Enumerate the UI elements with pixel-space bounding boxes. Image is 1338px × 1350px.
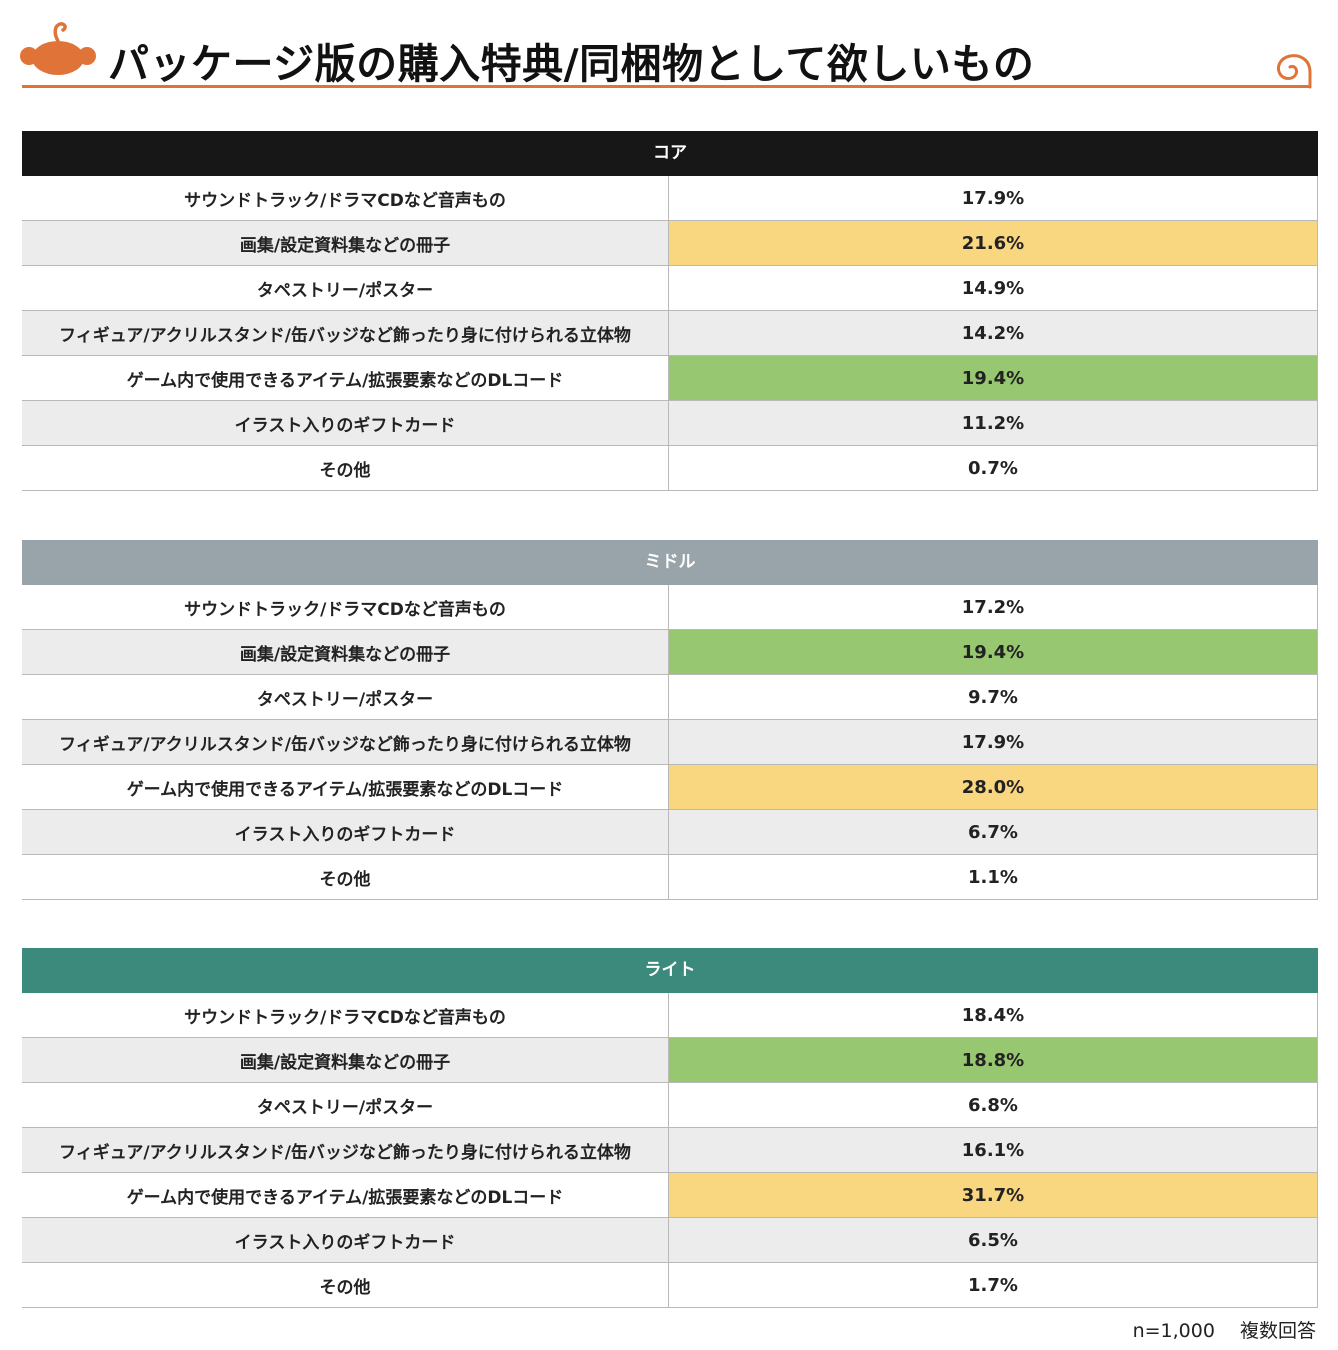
page-header: パッケージ版の購入特典/同梱物として欲しいもの bbox=[0, 0, 1338, 100]
percentage-value: 17.2% bbox=[669, 585, 1318, 629]
segment-header: ライト bbox=[22, 948, 1318, 993]
title-underline bbox=[22, 85, 1310, 88]
table-row: ゲーム内で使用できるアイテム/拡張要素などのDLコード 28.0% bbox=[22, 765, 1318, 810]
percentage-value: 6.5% bbox=[669, 1218, 1318, 1262]
table-row: フィギュア/アクリルスタンド/缶バッジなど飾ったり身に付けられる立体物 16.1% bbox=[22, 1128, 1318, 1173]
item-label: その他 bbox=[22, 1263, 669, 1307]
percentage-value: 19.4% bbox=[669, 630, 1318, 674]
percentage-value: 17.9% bbox=[669, 176, 1318, 220]
table-row: その他 0.7% bbox=[22, 446, 1318, 491]
table-row: 画集/設定資料集などの冊子 19.4% bbox=[22, 630, 1318, 675]
table-row: サウンドトラック/ドラマCDなど音声もの 18.4% bbox=[22, 993, 1318, 1038]
item-label: ゲーム内で使用できるアイテム/拡張要素などのDLコード bbox=[22, 1173, 669, 1217]
percentage-value: 21.6% bbox=[669, 221, 1318, 265]
table-row: タペストリー/ポスター 14.9% bbox=[22, 266, 1318, 311]
item-label: イラスト入りのギフトカード bbox=[22, 1218, 669, 1262]
item-label: その他 bbox=[22, 855, 669, 899]
item-label: 画集/設定資料集などの冊子 bbox=[22, 1038, 669, 1082]
table-row: フィギュア/アクリルスタンド/缶バッジなど飾ったり身に付けられる立体物 17.9% bbox=[22, 720, 1318, 765]
item-label: ゲーム内で使用できるアイテム/拡張要素などのDLコード bbox=[22, 356, 669, 400]
percentage-value: 0.7% bbox=[669, 446, 1318, 490]
item-label: 画集/設定資料集などの冊子 bbox=[22, 630, 669, 674]
page-title: パッケージ版の購入特典/同梱物として欲しいもの bbox=[108, 40, 1035, 88]
table-row: イラスト入りのギフトカード 11.2% bbox=[22, 401, 1318, 446]
segment-header: コア bbox=[22, 131, 1318, 176]
table-row: ゲーム内で使用できるアイテム/拡張要素などのDLコード 31.7% bbox=[22, 1173, 1318, 1218]
item-label: タペストリー/ポスター bbox=[22, 1083, 669, 1127]
percentage-value: 19.4% bbox=[669, 356, 1318, 400]
percentage-value: 1.7% bbox=[669, 1263, 1318, 1307]
table-row: タペストリー/ポスター 9.7% bbox=[22, 675, 1318, 720]
item-label: タペストリー/ポスター bbox=[22, 675, 669, 719]
item-label: その他 bbox=[22, 446, 669, 490]
percentage-value: 28.0% bbox=[669, 765, 1318, 809]
percentage-value: 18.8% bbox=[669, 1038, 1318, 1082]
table-row: フィギュア/アクリルスタンド/缶バッジなど飾ったり身に付けられる立体物 14.2% bbox=[22, 311, 1318, 356]
table-row: 画集/設定資料集などの冊子 18.8% bbox=[22, 1038, 1318, 1083]
segment-header: ミドル bbox=[22, 540, 1318, 585]
item-label: フィギュア/アクリルスタンド/缶バッジなど飾ったり身に付けられる立体物 bbox=[22, 720, 669, 764]
table-row: サウンドトラック/ドラマCDなど音声もの 17.2% bbox=[22, 585, 1318, 630]
table-row: イラスト入りのギフトカード 6.5% bbox=[22, 1218, 1318, 1263]
percentage-value: 18.4% bbox=[669, 993, 1318, 1037]
percentage-value: 14.9% bbox=[669, 266, 1318, 310]
item-label: タペストリー/ポスター bbox=[22, 266, 669, 310]
item-label: フィギュア/アクリルスタンド/缶バッジなど飾ったり身に付けられる立体物 bbox=[22, 311, 669, 355]
percentage-value: 6.8% bbox=[669, 1083, 1318, 1127]
item-label: イラスト入りのギフトカード bbox=[22, 810, 669, 854]
table-row: ゲーム内で使用できるアイテム/拡張要素などのDLコード 19.4% bbox=[22, 356, 1318, 401]
item-label: サウンドトラック/ドラマCDなど音声もの bbox=[22, 993, 669, 1037]
sample-footnote: n=1,000 複数回答 bbox=[1132, 1320, 1316, 1342]
table-row: 画集/設定資料集などの冊子 21.6% bbox=[22, 221, 1318, 266]
percentage-value: 6.7% bbox=[669, 810, 1318, 854]
item-label: サウンドトラック/ドラマCDなど音声もの bbox=[22, 176, 669, 220]
percentage-value: 16.1% bbox=[669, 1128, 1318, 1172]
percentage-value: 17.9% bbox=[669, 720, 1318, 764]
percentage-value: 9.7% bbox=[669, 675, 1318, 719]
table-row: タペストリー/ポスター 6.8% bbox=[22, 1083, 1318, 1128]
item-label: フィギュア/アクリルスタンド/缶バッジなど飾ったり身に付けられる立体物 bbox=[22, 1128, 669, 1172]
swirl-icon bbox=[1276, 54, 1312, 89]
segment-table-core: コア サウンドトラック/ドラマCDなど音声もの 17.9% 画集/設定資料集などの冊子… bbox=[22, 131, 1318, 491]
segment-table-middle: ミドル サウンドトラック/ドラマCDなど音声もの 17.2% 画集/設定資料集などの冊… bbox=[22, 540, 1318, 900]
table-row: サウンドトラック/ドラマCDなど音声もの 17.9% bbox=[22, 176, 1318, 221]
percentage-value: 31.7% bbox=[669, 1173, 1318, 1217]
table-row: その他 1.7% bbox=[22, 1263, 1318, 1308]
item-label: サウンドトラック/ドラマCDなど音声もの bbox=[22, 585, 669, 629]
item-label: イラスト入りのギフトカード bbox=[22, 401, 669, 445]
percentage-value: 11.2% bbox=[669, 401, 1318, 445]
item-label: ゲーム内で使用できるアイテム/拡張要素などのDLコード bbox=[22, 765, 669, 809]
segment-table-light: ライト サウンドトラック/ドラマCDなど音声もの 18.4% 画集/設定資料集などの冊… bbox=[22, 948, 1318, 1308]
item-label: 画集/設定資料集などの冊子 bbox=[22, 221, 669, 265]
percentage-value: 14.2% bbox=[669, 311, 1318, 355]
table-row: その他 1.1% bbox=[22, 855, 1318, 900]
percentage-value: 1.1% bbox=[669, 855, 1318, 899]
table-row: イラスト入りのギフトカード 6.7% bbox=[22, 810, 1318, 855]
monkey-logo-icon bbox=[20, 22, 96, 75]
